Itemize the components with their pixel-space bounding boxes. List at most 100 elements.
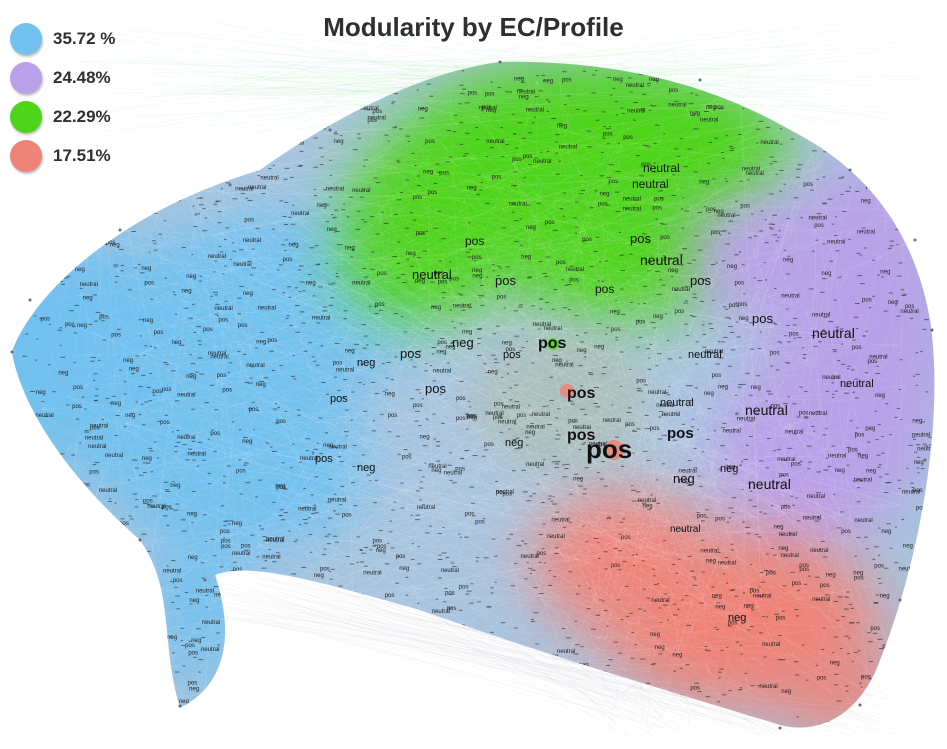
node-label-neutral: neutral bbox=[748, 476, 791, 492]
node-dot bbox=[924, 319, 929, 321]
node-dot bbox=[176, 166, 179, 168]
node-dot bbox=[597, 442, 601, 444]
hull-rim-dot bbox=[698, 78, 702, 82]
small-node-label: neg bbox=[189, 687, 199, 693]
node-dot bbox=[293, 378, 297, 380]
node-dot bbox=[481, 455, 486, 457]
node-dot bbox=[452, 691, 457, 693]
edge-line bbox=[67, 396, 448, 613]
node-dot bbox=[223, 475, 227, 477]
node-dot bbox=[58, 524, 61, 526]
small-node-label: neutral bbox=[444, 471, 462, 477]
node-dot bbox=[369, 480, 372, 482]
node-dot bbox=[692, 576, 696, 578]
node-dot bbox=[663, 593, 668, 595]
node-dot bbox=[402, 281, 407, 283]
edge-line bbox=[214, 234, 837, 520]
small-node-label: neg bbox=[92, 178, 102, 184]
node-dot bbox=[138, 119, 143, 121]
node-dot bbox=[339, 461, 344, 463]
node-dot bbox=[120, 125, 123, 127]
node-dot bbox=[521, 137, 527, 139]
node-dot bbox=[409, 212, 414, 214]
node-dot bbox=[506, 363, 510, 365]
node-dot bbox=[897, 667, 902, 669]
halo-edge bbox=[232, 30, 377, 75]
small-node-label: pos bbox=[73, 385, 83, 391]
halo-edge bbox=[271, 89, 310, 97]
node-dot bbox=[363, 159, 369, 161]
node-dot bbox=[900, 418, 903, 420]
node-dot bbox=[286, 315, 290, 317]
edge-line bbox=[111, 143, 573, 686]
node-dot bbox=[461, 70, 465, 72]
node-dot bbox=[579, 175, 583, 177]
halo-edge bbox=[222, 50, 335, 93]
node-dot bbox=[717, 551, 721, 553]
node-dot bbox=[500, 127, 503, 129]
edge-line bbox=[149, 336, 239, 453]
node-dot bbox=[868, 678, 874, 680]
edge-line bbox=[536, 81, 706, 606]
edge-line bbox=[486, 88, 682, 642]
node-dot bbox=[174, 586, 178, 588]
node-dot bbox=[766, 553, 769, 555]
node-dot bbox=[617, 142, 620, 144]
node-dot bbox=[147, 641, 151, 643]
node-dot bbox=[132, 493, 138, 495]
node-dot bbox=[345, 435, 348, 437]
node-dot bbox=[911, 135, 916, 137]
node-dot bbox=[459, 143, 464, 145]
edge-line bbox=[673, 178, 723, 258]
edge-line bbox=[66, 160, 391, 450]
small-node-label: pos bbox=[728, 621, 738, 627]
node-dot bbox=[78, 515, 83, 517]
edge-line bbox=[346, 282, 354, 599]
node-dot bbox=[359, 196, 365, 198]
node-dot bbox=[864, 372, 869, 374]
node-dot bbox=[133, 267, 137, 269]
halo-edge bbox=[364, 85, 417, 91]
node-dot bbox=[183, 112, 187, 114]
edge-line bbox=[649, 261, 713, 455]
node-dot bbox=[71, 326, 76, 328]
small-node-label: neutral bbox=[441, 568, 459, 574]
node-dot bbox=[727, 365, 732, 367]
small-node-label: pos bbox=[431, 714, 441, 720]
small-node-label: neutral bbox=[517, 90, 535, 96]
node-dot bbox=[703, 205, 707, 207]
halo-edge bbox=[120, 39, 203, 75]
edge-line bbox=[149, 101, 443, 337]
edge-line bbox=[67, 396, 476, 630]
halo-edge bbox=[71, 44, 272, 79]
node-dot bbox=[242, 464, 248, 466]
edge-line bbox=[478, 361, 890, 635]
node-dot bbox=[42, 607, 48, 609]
node-dot bbox=[903, 604, 909, 606]
node-dot bbox=[910, 482, 914, 484]
small-node-label: pos bbox=[770, 403, 780, 409]
node-dot bbox=[764, 279, 768, 281]
node-dot bbox=[289, 730, 293, 731]
node-dot bbox=[238, 161, 242, 163]
edge-line bbox=[136, 103, 916, 606]
node-dot bbox=[32, 461, 38, 463]
small-node-label: pos bbox=[502, 491, 512, 497]
node-dot bbox=[695, 94, 699, 96]
node-dot bbox=[871, 259, 876, 261]
small-node-label: pos bbox=[416, 231, 426, 237]
node-dot bbox=[530, 569, 536, 571]
node-dot bbox=[138, 319, 144, 321]
node-dot bbox=[597, 558, 601, 560]
node-dot bbox=[528, 404, 531, 406]
node-dot bbox=[410, 398, 415, 400]
small-node-label: pos bbox=[814, 223, 824, 229]
node-dot bbox=[127, 137, 130, 139]
edge-line bbox=[69, 190, 625, 672]
node-dot bbox=[82, 613, 86, 615]
node-dot bbox=[853, 316, 859, 318]
node-dot bbox=[459, 122, 464, 124]
node-dot bbox=[340, 396, 345, 398]
edge-line bbox=[640, 618, 843, 628]
edge-line bbox=[403, 281, 606, 354]
